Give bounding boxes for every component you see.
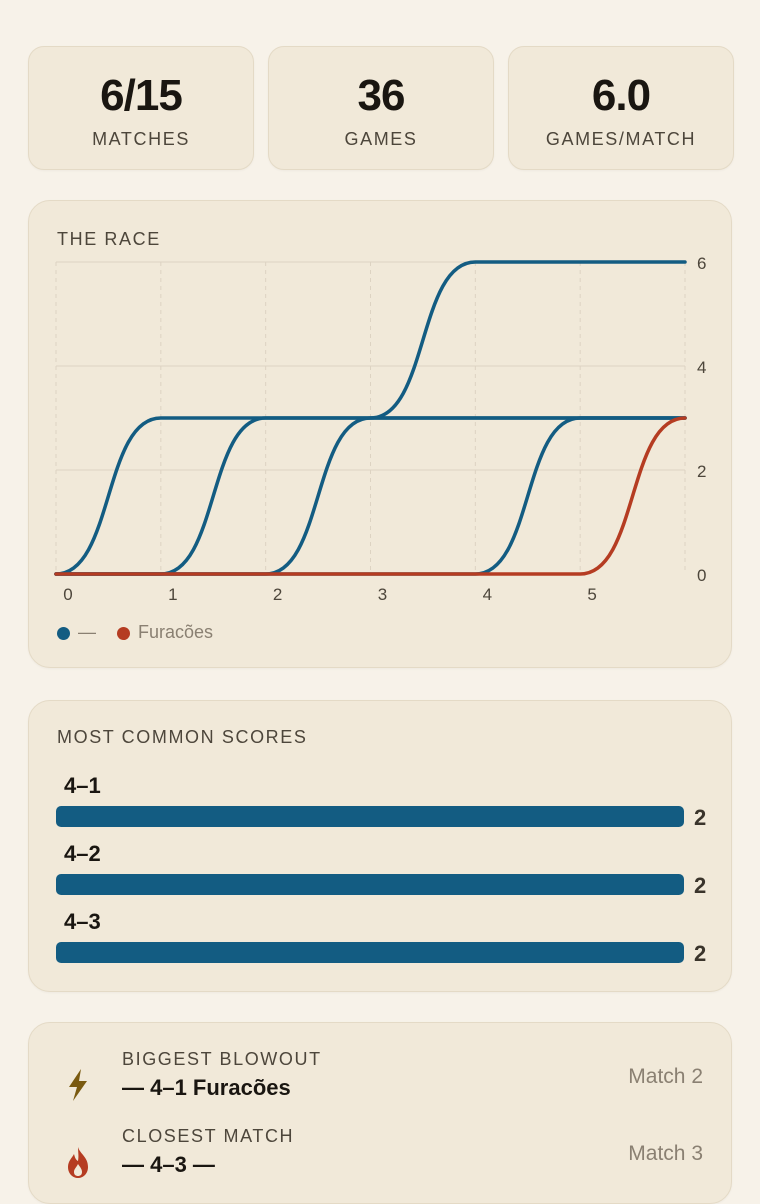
record-title: BIGGEST BLOWOUT: [122, 1049, 322, 1069]
race-title: THE RACE: [57, 229, 161, 249]
stat-label: GAMES/MATCH: [545, 129, 697, 149]
record-closest-match: CLOSEST MATCH — 4–3 — Match 3: [29, 1126, 731, 1190]
x-tick-label: 1: [168, 585, 177, 604]
y-tick-label: 4: [697, 358, 706, 377]
x-tick-label: 2: [273, 585, 282, 604]
score-row: 4–2 2: [56, 841, 706, 898]
series-line: [54, 260, 687, 576]
stat-value: 6.0: [591, 71, 651, 120]
score-label: 4–3: [64, 909, 101, 934]
legend-item: Furacões: [117, 622, 213, 643]
score-count: 2: [694, 805, 707, 830]
score-row: 4–3 2: [56, 909, 706, 966]
x-tick-label: 4: [483, 585, 492, 604]
stat-card-games-per-match: 6.0 GAMES/MATCH: [508, 46, 734, 170]
record-title: CLOSEST MATCH: [122, 1126, 295, 1146]
score-row: 4–1 2: [56, 773, 706, 830]
race-card: THE RACE 0 2 4 6 0 1 2 3 4 5 — Furacões: [28, 200, 732, 668]
record-desc: — 4–1 Furacões: [122, 1075, 291, 1100]
x-tick-label: 5: [587, 585, 596, 604]
stat-card-games: 36 GAMES: [268, 46, 494, 170]
record-match: Match 3: [628, 1142, 703, 1165]
score-bar: [56, 874, 684, 895]
common-scores-card: MOST COMMON SCORES 4–1 2 4–2 2 4–3 2: [28, 700, 732, 992]
stat-card-matches: 6/15 MATCHES: [28, 46, 254, 170]
legend-dot: [117, 626, 131, 640]
records-card: BIGGEST BLOWOUT — 4–1 Furacões Match 2 C…: [28, 1022, 732, 1204]
stats-row: 6/15 MATCHES 36 GAMES 6.0 GAMES/MATCH: [28, 46, 734, 170]
legend-dot: [57, 626, 70, 640]
stat-value: 6/15: [100, 71, 183, 120]
legend-label: —: [78, 621, 96, 642]
flame-icon: [68, 1147, 88, 1178]
record-match: Match 2: [628, 1065, 703, 1088]
y-tick-label: 2: [697, 462, 706, 481]
stat-label: MATCHES: [92, 129, 190, 149]
score-bar: [56, 806, 684, 827]
x-tick-label: 0: [63, 585, 72, 604]
score-label: 4–1: [64, 773, 101, 798]
record-desc: — 4–3 —: [122, 1152, 215, 1177]
legend-item: —: [57, 622, 96, 643]
score-count: 2: [694, 941, 707, 966]
x-tick-label: 3: [378, 585, 387, 604]
y-tick-label: 0: [697, 566, 706, 585]
lightning-icon: [69, 1069, 87, 1101]
series-line: [54, 416, 687, 576]
legend-label: Furacões: [138, 621, 214, 642]
race-chart: 0 2 4 6 0 1 2 3 4 5: [54, 254, 706, 604]
score-label: 4–2: [64, 841, 101, 866]
y-tick-label: 6: [697, 254, 706, 273]
scores-title: MOST COMMON SCORES: [57, 727, 308, 747]
stat-label: GAMES: [344, 129, 418, 149]
score-bar: [56, 942, 684, 963]
score-count: 2: [694, 873, 707, 898]
series-line: [54, 416, 687, 576]
record-biggest-blowout: BIGGEST BLOWOUT — 4–1 Furacões Match 2: [29, 1049, 731, 1113]
race-legend: — Furacões: [57, 621, 229, 643]
stat-value: 36: [357, 71, 406, 120]
